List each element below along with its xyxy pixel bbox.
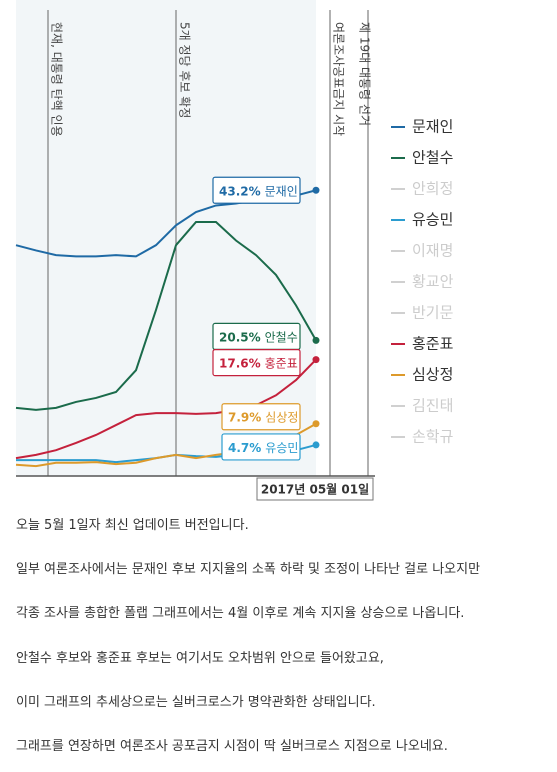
- end-point: [312, 336, 320, 344]
- paragraph: 안철수 후보와 홍준표 후보는 여기서도 오차범위 안으로 들어왔고요,: [16, 651, 384, 666]
- legend-label: 이재명: [412, 242, 453, 260]
- plot-background: [16, 0, 316, 476]
- legend-label: 안희정: [412, 180, 453, 198]
- legend-label: 김진태: [412, 397, 453, 415]
- legend-label: 반기문: [412, 304, 454, 322]
- value-label: 7.9% 심상정: [228, 410, 298, 424]
- series-line: [15, 358, 317, 460]
- end-point: [312, 420, 320, 428]
- value-label-box: [212, 176, 301, 204]
- end-point: [312, 356, 320, 364]
- value-label: 20.5% 안철수: [219, 330, 298, 344]
- paragraph: 그래프를 연장하면 여론조사 공포금지 시점이 딱 실버크로스 지점으로 나오네…: [16, 739, 448, 754]
- legend-label: 손학규: [412, 428, 453, 446]
- value-label-number: 43.2%: [219, 184, 261, 198]
- value-label-number: 20.5%: [219, 330, 261, 344]
- event-label: 여론조사공표금지 시작: [332, 22, 346, 136]
- value-label-name: 유승민: [265, 440, 298, 454]
- legend-label: 안철수: [412, 149, 453, 167]
- legend-label: 문재인: [412, 118, 453, 136]
- value-label-box: [221, 403, 301, 431]
- chart: 현재, 대통령 탄핵 인용 5개 정당 후보 확정 여론조사공표금지 시작 제 …: [15, 0, 454, 501]
- legend-label: 심상정: [412, 366, 453, 384]
- event-label: 5개 정당 후보 확정: [178, 22, 192, 118]
- value-label-name: 심상정: [265, 410, 298, 424]
- value-label: 17.6% 홍준표: [219, 356, 298, 370]
- legend-label: 유승민: [412, 211, 453, 229]
- paragraph: 일부 여론조사에서는 문재인 후보 지지율의 소폭 하락 및 조정이 나타난 걸…: [16, 562, 481, 577]
- value-label-name: 홍준표: [265, 356, 298, 370]
- paragraph: 각종 조사를 총합한 폴랩 그래프에서는 4월 이후로 계속 지지율 상승으로 …: [16, 606, 465, 621]
- date-box: [256, 477, 374, 501]
- event-label: 현재, 대통령 탄핵 인용: [50, 22, 64, 137]
- value-label-box: [212, 348, 301, 377]
- value-label-name: 문재인: [265, 184, 298, 198]
- paragraph: 이미 그래프의 추세상으로는 실버크로스가 명약관화한 상태입니다.: [16, 695, 376, 710]
- value-label-box: [221, 433, 301, 461]
- x-tick-label: 2017년 05월 01일: [261, 482, 369, 497]
- legend-label: 황교안: [412, 273, 454, 291]
- legend-label: 홍준표: [412, 335, 454, 353]
- end-point: [312, 441, 320, 449]
- paragraph: 오늘 5월 1일자 최신 업데이트 버전입니다.: [16, 518, 249, 533]
- end-point: [312, 186, 320, 194]
- value-label-name: 안철수: [265, 330, 298, 344]
- event-label: 제 19대 대통령 선거: [358, 22, 372, 126]
- value-label-number: 7.9%: [228, 410, 261, 424]
- value-label: 4.7% 유승민: [228, 440, 298, 454]
- value-label: 43.2% 문재인: [219, 184, 298, 198]
- value-label-number: 4.7%: [228, 440, 261, 454]
- value-label-number: 17.6%: [219, 356, 261, 370]
- series-line: [15, 221, 317, 411]
